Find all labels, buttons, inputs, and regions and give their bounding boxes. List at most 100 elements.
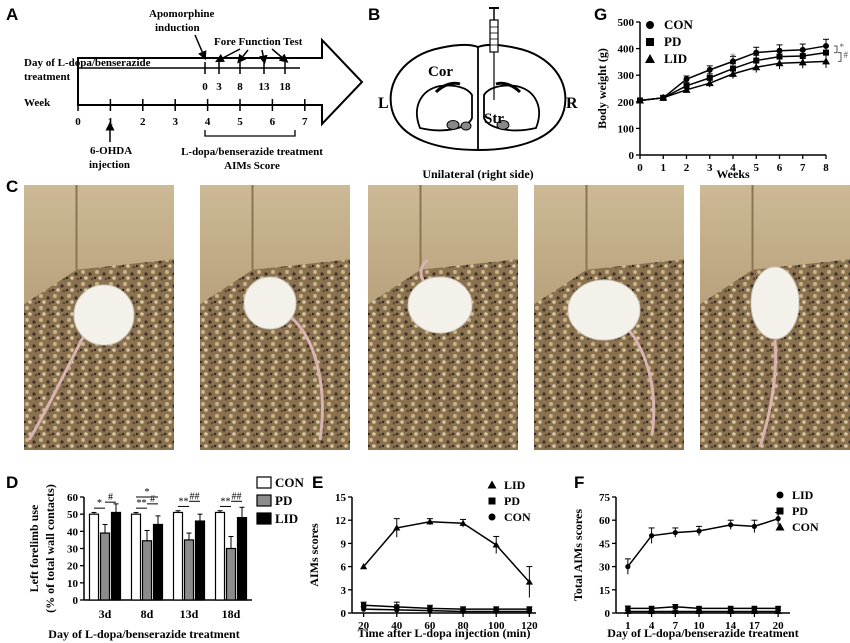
- ac-right: [496, 120, 510, 130]
- bar: [183, 539, 195, 601]
- right-label: R: [566, 95, 578, 112]
- x-tick-label: 20: [773, 620, 785, 632]
- data-point: [774, 607, 782, 615]
- legend-label: LID: [275, 511, 298, 526]
- bar: [225, 547, 237, 601]
- treatment-label: L-dopa/benserazide treatment: [181, 146, 323, 158]
- data-point: [636, 96, 644, 104]
- x-tick-label: 7: [673, 620, 679, 632]
- legend-label: PD: [664, 34, 681, 49]
- day-tick-label: 18: [280, 81, 292, 93]
- mouse-tail: [287, 313, 324, 441]
- data-point: [798, 58, 807, 66]
- bar: [130, 513, 142, 601]
- sig-label: #: [108, 492, 113, 503]
- sig-label: *: [145, 487, 150, 498]
- panel-a: A Day of L-dopa/benserazide treatment We…: [6, 5, 364, 172]
- data-point: [360, 563, 368, 570]
- legend-marker: [776, 507, 784, 515]
- apomorphine-arrow: [194, 34, 207, 61]
- data-point: [426, 518, 434, 525]
- legend-label: LID: [504, 478, 526, 492]
- legend-marker: [646, 38, 654, 46]
- side-significance: *: [840, 42, 845, 52]
- data-point: [493, 608, 499, 615]
- data-point: [393, 524, 401, 531]
- data-point: [459, 519, 467, 526]
- y-tick-label: 0: [605, 608, 611, 620]
- week-tick-label: 7: [302, 116, 308, 128]
- legend-label: LID: [792, 488, 814, 502]
- x-tick-label: 17: [749, 620, 761, 632]
- y-tick-label: 45: [599, 538, 611, 550]
- y-tick-label: 75: [599, 492, 611, 504]
- mouse: [407, 276, 473, 334]
- data-point: [394, 604, 400, 610]
- y-tick-label: 15: [335, 492, 347, 504]
- y-tick-label: 60: [599, 515, 611, 527]
- panel-label-c: C: [6, 177, 18, 196]
- y-axis-title-2: (% of total wall contacts): [43, 484, 57, 613]
- data-point: [727, 607, 735, 615]
- y-axis-title: Left forelimb use: [27, 504, 41, 592]
- striatum-label: Str: [484, 111, 504, 127]
- data-point: [672, 604, 678, 610]
- mouse: [750, 266, 800, 340]
- week-tick-label: 3: [172, 116, 178, 128]
- bar: [88, 513, 100, 601]
- x-category-label: 8d: [141, 607, 154, 621]
- legend-label: CON: [504, 510, 531, 524]
- legend-label: PD: [504, 494, 520, 508]
- y-axis-title: Body weight (g): [595, 48, 609, 129]
- data-point: [775, 59, 784, 67]
- legend-swatch: [256, 512, 272, 525]
- data-point: [753, 57, 760, 64]
- data-point: [427, 608, 433, 614]
- x-tick-label: 120: [521, 620, 538, 632]
- panel-label-e: E: [312, 473, 323, 492]
- corpus-callosum-left: [434, 81, 461, 94]
- series-line: [363, 604, 530, 610]
- x-axis-title: Day of L-dopa/benserazide treatment: [48, 627, 239, 641]
- mouse-tail: [622, 323, 656, 436]
- y-tick-label: 60: [67, 492, 79, 504]
- panel-label-a: A: [6, 5, 18, 24]
- y-tick-label: 40: [67, 526, 79, 538]
- legend-label: CON: [792, 520, 819, 534]
- data-point: [775, 516, 781, 522]
- cage-photo: [24, 185, 174, 450]
- cage-photo: [200, 185, 350, 450]
- y-axis-title: Total AIMs scores: [571, 509, 585, 601]
- data-point: [706, 66, 713, 73]
- timeline-row2-label: Week: [24, 97, 51, 109]
- ohda-injection-label: injection: [89, 159, 130, 171]
- data-point: [672, 529, 678, 536]
- x-tick-label: 7: [800, 162, 806, 174]
- left-label: L: [378, 95, 389, 112]
- data-point: [625, 564, 631, 570]
- panel-label-f: F: [574, 473, 584, 492]
- data-point: [696, 528, 702, 534]
- y-tick-label: 9: [341, 538, 347, 550]
- legend-label: PD: [275, 493, 292, 508]
- y-tick-label: 30: [67, 544, 79, 556]
- x-category-label: 13d: [180, 607, 199, 621]
- data-point: [750, 607, 759, 615]
- sig-label: **: [179, 496, 189, 507]
- cage-photo: [700, 185, 850, 450]
- x-tick-label: 1: [625, 620, 631, 632]
- bar: [236, 516, 248, 601]
- ac-mid: [460, 121, 472, 131]
- y-tick-label: 0: [73, 595, 79, 607]
- mouse-tail: [27, 334, 86, 441]
- y-tick-label: 0: [629, 150, 635, 162]
- y-tick-label: 15: [599, 585, 611, 597]
- data-point: [682, 85, 691, 93]
- sig-label: **: [137, 498, 147, 509]
- sig-label: #: [150, 494, 155, 505]
- y-tick-label: 12: [335, 515, 347, 527]
